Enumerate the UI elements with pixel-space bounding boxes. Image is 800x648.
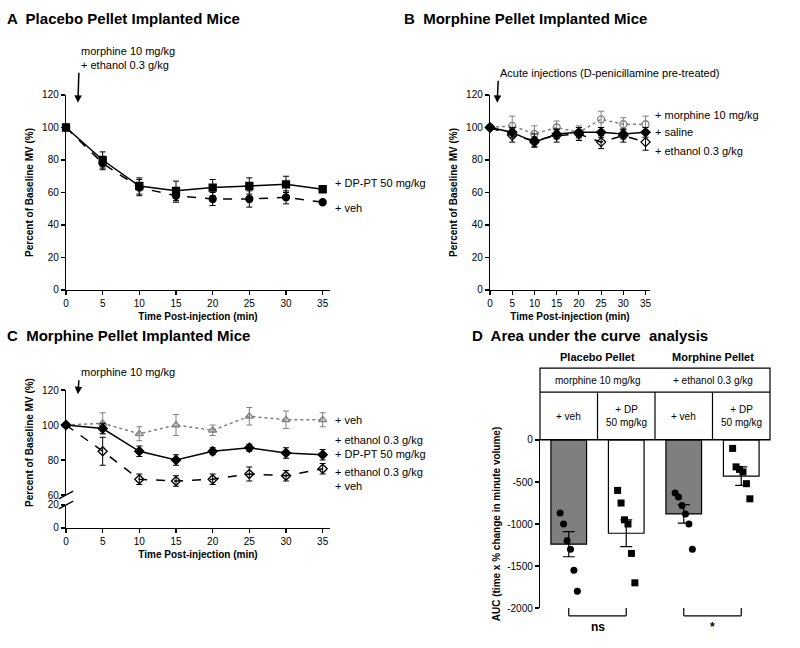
- svg-text:Percent of Baseline MV (%): Percent of Baseline MV (%): [24, 378, 35, 507]
- svg-text:AUC (time x % change in minute: AUC (time x % change in minute volume): [491, 427, 502, 621]
- svg-text:Time Post-injection (min): Time Post-injection (min): [138, 549, 257, 560]
- svg-text:20: 20: [472, 252, 484, 263]
- svg-text:35: 35: [317, 298, 329, 309]
- svg-text:25: 25: [244, 536, 256, 547]
- svg-text:+ ethanol 0.3 g/kg: + ethanol 0.3 g/kg: [655, 145, 743, 157]
- svg-text:60: 60: [48, 187, 60, 198]
- svg-text:+ veh: + veh: [556, 411, 581, 422]
- svg-text:10: 10: [529, 298, 541, 309]
- svg-text:60: 60: [48, 490, 60, 501]
- svg-text:25: 25: [596, 298, 608, 309]
- svg-text:Time Post-injection (min): Time Post-injection (min): [510, 311, 629, 322]
- svg-text:+ DP50 mg/kg: + DP50 mg/kg: [606, 404, 647, 428]
- svg-text:5: 5: [509, 298, 515, 309]
- svg-text:morphine 10 mg/kg+ ethanol 0.3: morphine 10 mg/kg+ ethanol 0.3 g/kg: [81, 45, 175, 71]
- svg-text:*: *: [710, 620, 715, 634]
- svg-text:15: 15: [170, 298, 182, 309]
- svg-text:D Area under the curve analy: D Area under the curve analysis: [472, 327, 708, 344]
- svg-text:120: 120: [42, 385, 59, 396]
- svg-text:0: 0: [63, 536, 69, 547]
- svg-text:+ ethanol 0.3 g/kg+ DP-PT 50 m: + ethanol 0.3 g/kg+ DP-PT 50 mg/kg: [335, 434, 426, 460]
- svg-text:+ saline: + saline: [655, 126, 693, 138]
- svg-text:5: 5: [100, 536, 106, 547]
- svg-text:80: 80: [48, 455, 60, 466]
- svg-text:Percent of Baseline MV (%): Percent of Baseline MV (%): [24, 128, 35, 257]
- svg-text:Morphine Pellet: Morphine Pellet: [672, 351, 754, 363]
- svg-text:35: 35: [317, 536, 329, 547]
- svg-text:10: 10: [134, 536, 146, 547]
- svg-text:80: 80: [472, 154, 484, 165]
- svg-text:100: 100: [466, 122, 483, 133]
- svg-text:Percent of Baseline MV (%): Percent of Baseline MV (%): [448, 128, 459, 257]
- svg-text:25: 25: [244, 298, 256, 309]
- svg-text:10: 10: [134, 298, 146, 309]
- svg-text:ns: ns: [591, 620, 605, 634]
- svg-text:120: 120: [42, 89, 59, 100]
- svg-text:A Placebo Pellet Implanted Mi: A Placebo Pellet Implanted Mice: [7, 10, 240, 27]
- svg-text:+ DP50 mg/kg: + DP50 mg/kg: [721, 404, 762, 428]
- svg-text:0: 0: [527, 434, 533, 445]
- svg-text:120: 120: [466, 89, 483, 100]
- svg-text:40: 40: [472, 219, 484, 230]
- svg-text:Acute injections (D-penicillam: Acute injections (D-penicillamine pre-tr…: [500, 67, 719, 79]
- svg-text:0: 0: [53, 522, 59, 533]
- svg-text:Time Post-injection (min): Time Post-injection (min): [138, 311, 257, 322]
- svg-text:20: 20: [48, 252, 60, 263]
- svg-text:15: 15: [170, 536, 182, 547]
- svg-text:Placebo Pellet: Placebo Pellet: [560, 351, 635, 363]
- svg-text:30: 30: [280, 298, 292, 309]
- svg-text:+ veh: + veh: [335, 202, 362, 214]
- svg-text:morphine 10 mg/kg: morphine 10 mg/kg: [81, 366, 175, 378]
- svg-text:20: 20: [48, 499, 60, 510]
- svg-text:0: 0: [487, 298, 493, 309]
- svg-text:+ DP-PT 50 mg/kg: + DP-PT 50 mg/kg: [335, 177, 426, 189]
- svg-text:0: 0: [53, 284, 59, 295]
- svg-text:morphine 10 mg/kg: morphine 10 mg/kg: [555, 375, 641, 386]
- svg-text:0: 0: [477, 284, 483, 295]
- svg-text:B Morphine Pellet Implanted M: B Morphine Pellet Implanted Mice: [404, 10, 647, 27]
- svg-text:+ veh: + veh: [671, 411, 696, 422]
- svg-text:-2000: -2000: [507, 603, 533, 614]
- svg-text:0: 0: [63, 298, 69, 309]
- svg-text:C Morphine Pellet Implanted M: C Morphine Pellet Implanted Mice: [7, 327, 250, 344]
- svg-text:20: 20: [207, 298, 219, 309]
- svg-text:35: 35: [640, 298, 652, 309]
- svg-text:+ ethanol 0.3 g/kg: + ethanol 0.3 g/kg: [673, 375, 753, 386]
- svg-text:5: 5: [100, 298, 106, 309]
- svg-text:40: 40: [48, 219, 60, 230]
- svg-text:+ veh: + veh: [335, 414, 362, 426]
- svg-text:+ morphine 10 mg/kg: + morphine 10 mg/kg: [655, 109, 759, 121]
- svg-text:+ ethanol 0.3 g/kg+ veh: + ethanol 0.3 g/kg+ veh: [335, 466, 423, 492]
- svg-text:-1500: -1500: [507, 561, 533, 572]
- svg-text:-500: -500: [513, 477, 533, 488]
- svg-text:15: 15: [551, 298, 563, 309]
- svg-text:60: 60: [472, 187, 484, 198]
- svg-text:100: 100: [42, 420, 59, 431]
- svg-text:30: 30: [618, 298, 630, 309]
- svg-text:-1000: -1000: [507, 519, 533, 530]
- svg-text:80: 80: [48, 154, 60, 165]
- svg-text:20: 20: [573, 298, 585, 309]
- svg-text:30: 30: [280, 536, 292, 547]
- svg-text:100: 100: [42, 122, 59, 133]
- svg-text:20: 20: [207, 536, 219, 547]
